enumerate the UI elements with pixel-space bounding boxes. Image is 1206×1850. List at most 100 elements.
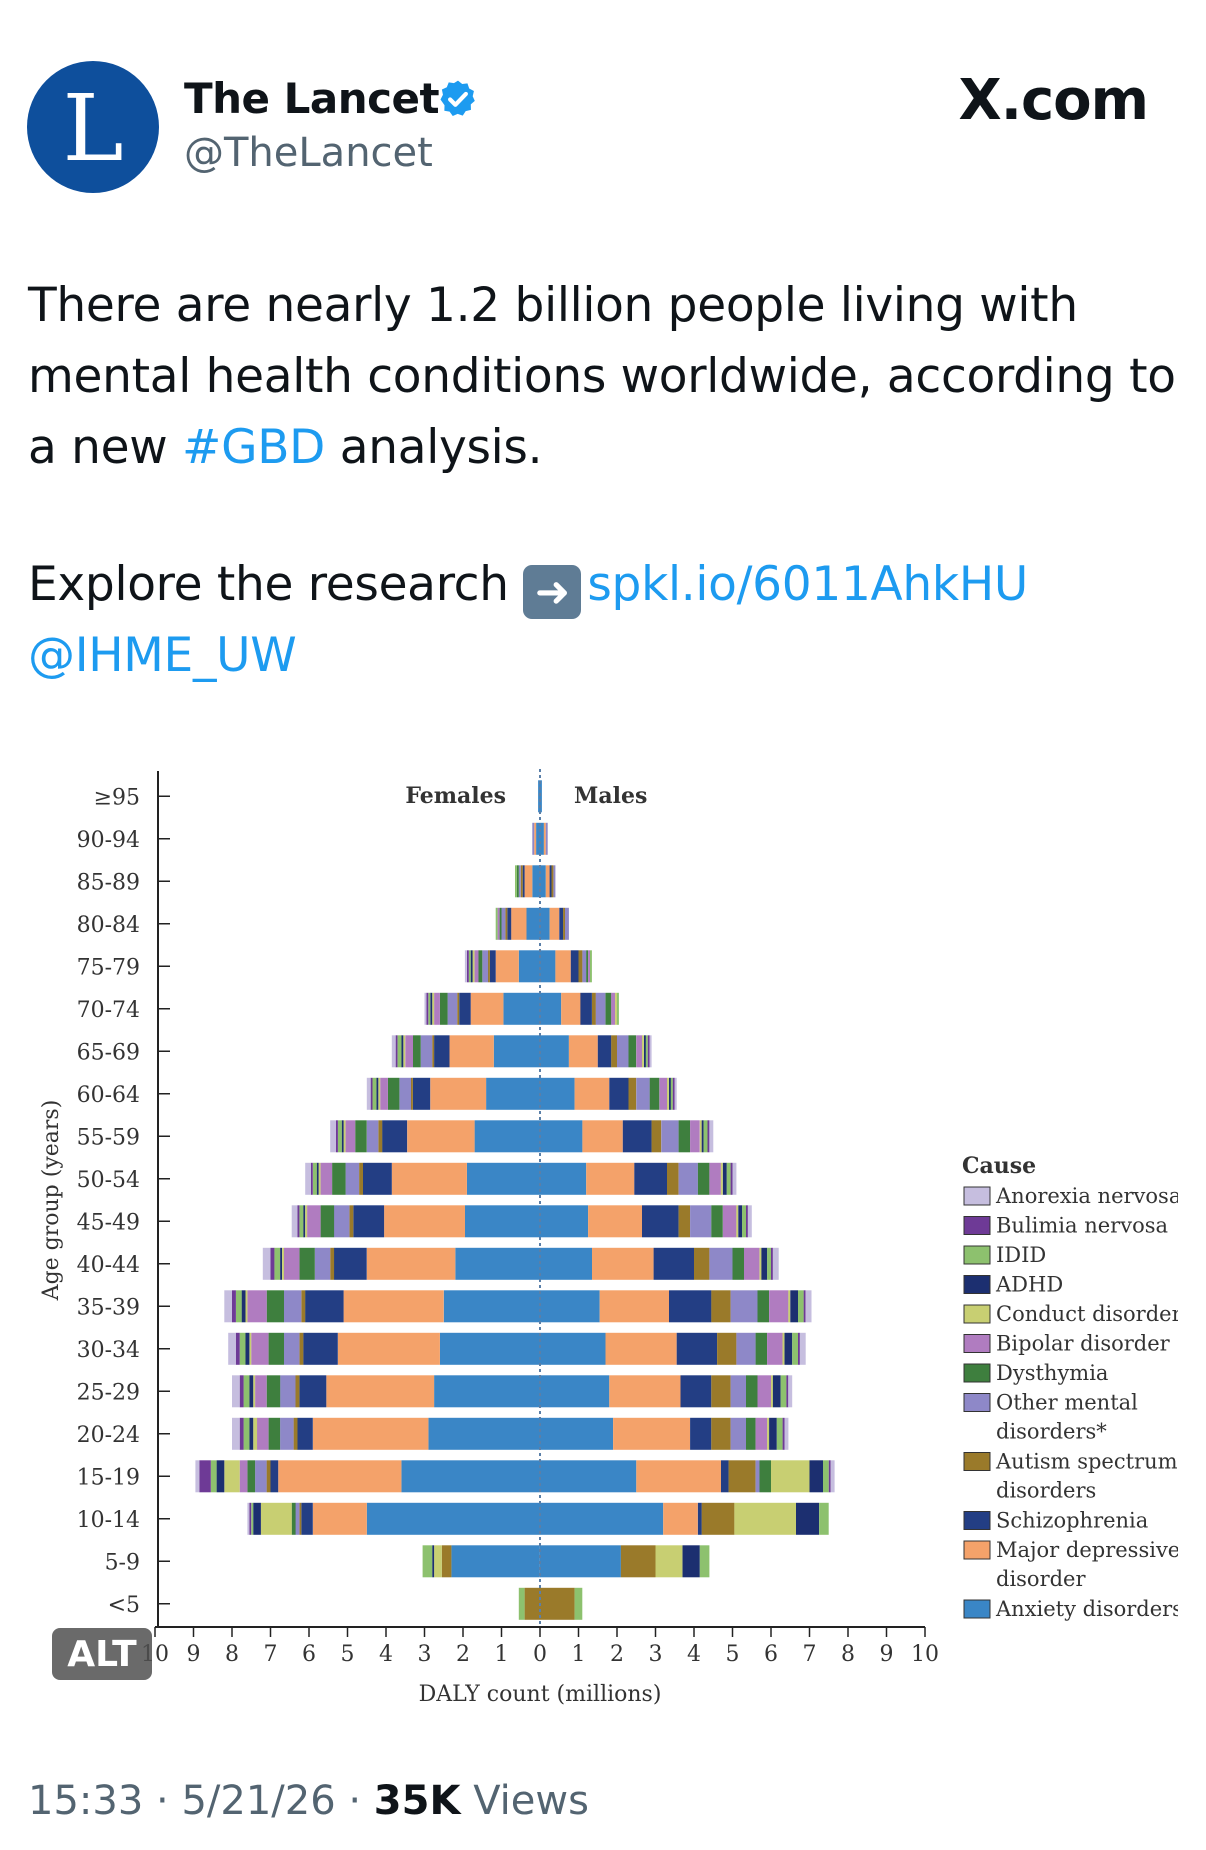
bar-males-45-49-4 — [690, 1205, 711, 1237]
bar-males-50-54-0 — [540, 1163, 586, 1195]
bar-males-35-39-9 — [798, 1290, 804, 1322]
bar-females-15-19-10 — [199, 1460, 211, 1492]
bar-males-75-79-2 — [571, 950, 579, 982]
bar-females-25-29-3 — [296, 1375, 300, 1407]
bar-females-70-74-3 — [457, 993, 459, 1025]
bar-females-20-24-8 — [249, 1418, 253, 1450]
bar-males-40-44-9 — [767, 1248, 771, 1280]
bar-females-30-34-5 — [269, 1333, 284, 1365]
alt-badge[interactable]: ALT — [52, 1628, 152, 1680]
bar-females-25-29-8 — [249, 1375, 253, 1407]
bar-females-10-14-0 — [367, 1503, 540, 1535]
bar-males-60-64-2 — [609, 1078, 628, 1110]
bar-females-65-69-7 — [403, 1035, 405, 1067]
bar-females-70-74-7 — [432, 993, 434, 1025]
bar-females-5-9-7 — [434, 1545, 442, 1577]
bar-females-55-59-7 — [344, 1120, 346, 1152]
bar-females-65-69-10 — [396, 1035, 398, 1067]
bar-males-30-34-1 — [606, 1333, 677, 1365]
tweet-date[interactable]: 5/21/26 — [181, 1778, 335, 1824]
bar-females-50-54-1 — [392, 1163, 467, 1195]
bar-females-60-64-4 — [400, 1078, 412, 1110]
bar-females-45-49-7 — [305, 1205, 307, 1237]
x-tick-label: 5 — [726, 1642, 740, 1667]
bar-males-30-34-11 — [800, 1333, 806, 1365]
bar-males-70-74-5 — [606, 993, 612, 1025]
population-pyramid-chart: <55-910-1415-1920-2425-2930-3435-3940-44… — [28, 755, 1178, 1725]
mention-link[interactable]: @IHME_UW — [28, 628, 296, 683]
bar-females-70-74-11 — [425, 993, 427, 1025]
bar-males-50-54-9 — [727, 1163, 731, 1195]
bar-females-30-34-10 — [236, 1333, 240, 1365]
bar-females-85-89-2 — [523, 865, 525, 897]
chart-image[interactable]: <55-910-1415-1920-2425-2930-3435-3940-44… — [28, 755, 1178, 1725]
legend-swatch — [964, 1453, 990, 1471]
bar-males-70-74-3 — [592, 993, 596, 1025]
bar-males-60-64-11 — [675, 1078, 677, 1110]
bar-males-45-49-9 — [742, 1205, 746, 1237]
site-logo[interactable]: X.com — [959, 68, 1148, 133]
handle[interactable]: @TheLancet — [184, 130, 433, 176]
bar-females-25-29-1 — [326, 1375, 434, 1407]
bar-males-20-24-10 — [783, 1418, 785, 1450]
bar-males-55-59-0 — [540, 1120, 582, 1152]
bar-males-70-74-4 — [596, 993, 606, 1025]
bar-males-5-9-9 — [700, 1545, 710, 1577]
bar-males-40-44-10 — [771, 1248, 773, 1280]
bar-females-60-64-2 — [413, 1078, 430, 1110]
bar-males-65-69-11 — [650, 1035, 652, 1067]
bar-females-5-9-0 — [451, 1545, 540, 1577]
bar-males-60-64-5 — [650, 1078, 660, 1110]
bar-males-75-79-9 — [590, 950, 592, 982]
avatar[interactable]: L — [27, 61, 159, 193]
bar-males-75-79-1 — [555, 950, 570, 982]
views-count: 35K — [374, 1778, 461, 1824]
bar-females-70-74-8 — [430, 993, 432, 1025]
bar-males-55-59-10 — [708, 1120, 710, 1152]
bar-males-20-24-2 — [690, 1418, 711, 1450]
bar-males-60-64-9 — [671, 1078, 673, 1110]
bar-males-80-84-3 — [563, 908, 565, 940]
x-tick-label: 9 — [187, 1642, 201, 1667]
research-link[interactable]: spkl.io/6011AhkHU — [587, 557, 1028, 612]
hashtag-link[interactable]: #GBD — [182, 420, 325, 475]
bar-females-50-54-3 — [359, 1163, 363, 1195]
bar-females-80-84-0 — [527, 908, 541, 940]
bar-females-15-19-1 — [278, 1460, 401, 1492]
bar-males-45-49-3 — [679, 1205, 691, 1237]
bar-males-55-59-6 — [690, 1120, 700, 1152]
display-name[interactable]: The Lancet — [184, 74, 439, 123]
bar-females-40-44-8 — [280, 1248, 282, 1280]
bar-females-55-59-11 — [330, 1120, 336, 1152]
bar-females-30-34-0 — [440, 1333, 540, 1365]
y-tick-label: 50-54 — [77, 1168, 140, 1193]
bar-females-40-44-5 — [299, 1248, 314, 1280]
legend-swatch — [964, 1512, 990, 1530]
bar-males-45-49-1 — [588, 1205, 642, 1237]
bar-females-20-24-6 — [257, 1418, 269, 1450]
bar-females-15-19-7 — [224, 1460, 239, 1492]
bar-males-75-79-3 — [579, 950, 583, 982]
bar-females-30-34-11 — [228, 1333, 236, 1365]
bar-males-15-19-10 — [829, 1460, 831, 1492]
bar-females-35-39-11 — [224, 1290, 232, 1322]
y-tick-label: ≥95 — [94, 785, 140, 810]
legend-label: Dysthymia — [996, 1361, 1108, 1385]
x-tick-label: 3 — [418, 1642, 432, 1667]
bar-females-5-9-9 — [423, 1545, 433, 1577]
bar-males-55-59-8 — [702, 1120, 704, 1152]
bar-males-15-19-4 — [756, 1460, 760, 1492]
bar-males-55-59-1 — [582, 1120, 622, 1152]
bar-females-30-34-4 — [284, 1333, 299, 1365]
bar-males-55-59-5 — [679, 1120, 691, 1152]
bar-females-10-14-2 — [301, 1503, 313, 1535]
tweet-time[interactable]: 15:33 — [28, 1778, 143, 1824]
bar-females-75-79-5 — [478, 950, 482, 982]
bar-males-25-29-9 — [781, 1375, 787, 1407]
x-tick-label: 1 — [572, 1642, 586, 1667]
bar-males-65-69-0 — [540, 1035, 569, 1067]
bar-males-80-84-2 — [559, 908, 563, 940]
legend-swatch — [964, 1364, 990, 1382]
bar-females-40-44-6 — [284, 1248, 299, 1280]
bar-females-30-34-8 — [246, 1333, 250, 1365]
